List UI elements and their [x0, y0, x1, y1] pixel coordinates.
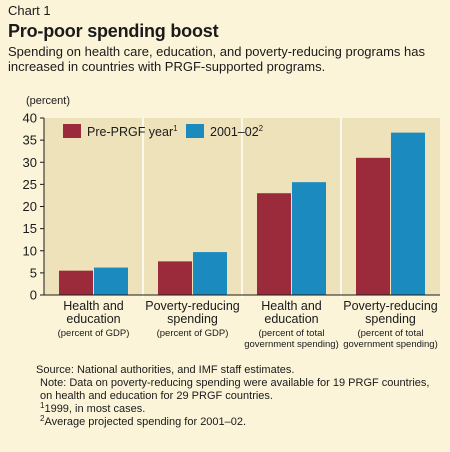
bar-pre-prgf: [356, 157, 390, 295]
legend-pre-prgf: Pre-PRGF year1: [63, 124, 178, 139]
y-tick-label: 25: [23, 177, 37, 192]
footnote-2-mark: 2: [40, 414, 45, 423]
y-tick-label: 20: [23, 199, 37, 214]
x-category-label: (percent of total: [258, 328, 324, 339]
footnote-1-mark: 1: [40, 401, 45, 410]
y-tick-label: 30: [23, 155, 37, 170]
y-axis-unit-label: (percent): [26, 95, 71, 107]
x-category-label: education: [264, 312, 318, 326]
x-category-label: (percent of total: [357, 328, 423, 339]
x-category-label: (percent of GDP): [157, 328, 229, 339]
footnote-2: 2Average projected spending for 2001–02.: [36, 414, 441, 429]
x-category-label: spending: [167, 312, 218, 326]
footnote-2-text: Average projected spending for 2001–02.: [44, 416, 247, 428]
x-category-label: government spending): [343, 339, 438, 350]
x-category-label: Health and: [63, 299, 124, 313]
legend-swatch: [186, 124, 204, 138]
y-tick-label: 5: [30, 265, 37, 280]
x-category-label: Health and: [261, 299, 322, 313]
legend-label: Pre-PRGF year1: [87, 124, 178, 139]
x-category-label: education: [66, 312, 120, 326]
source-note: Source: National authorities, and IMF st…: [36, 364, 295, 376]
bar-2001-02: [391, 132, 425, 295]
bar-pre-prgf: [257, 193, 291, 295]
legend-footnote-mark: 1: [173, 124, 178, 133]
legend-footnote-mark: 2: [259, 124, 264, 133]
bar-2001-02: [193, 252, 227, 295]
footnote-1: 11999, in most cases.: [36, 401, 441, 416]
chart-title: Pro-poor spending boost: [8, 21, 219, 41]
chart-notes: Source: National authorities, and IMF st…: [36, 364, 441, 429]
chart-subtitle: Spending on health care, education, and …: [8, 44, 425, 74]
x-category-label: (percent of GDP): [58, 328, 130, 339]
x-category-label: Poverty-reducing: [343, 299, 438, 313]
x-category-label: Poverty-reducing: [145, 299, 240, 313]
y-tick-label: 0: [30, 288, 37, 303]
footnote-1-text: 1999, in most cases.: [44, 403, 146, 415]
y-tick-label: 35: [23, 133, 37, 148]
bar-pre-prgf: [59, 270, 93, 295]
data-note: Note: Data on poverty-reducing spending …: [40, 377, 430, 402]
bar-2001-02: [292, 182, 326, 295]
y-tick-label: 15: [23, 221, 37, 236]
x-category-label: spending: [365, 312, 416, 326]
bar-2001-02: [94, 267, 128, 295]
legend-swatch: [63, 124, 81, 138]
legend-2001-02: 2001–022: [186, 124, 264, 139]
y-tick-label: 40: [23, 111, 37, 126]
legend-label: 2001–022: [210, 124, 264, 139]
chart-number-label: Chart 1: [8, 3, 51, 18]
y-tick-label: 10: [23, 243, 37, 258]
x-category-label: government spending): [244, 339, 339, 350]
bar-pre-prgf: [158, 261, 192, 295]
